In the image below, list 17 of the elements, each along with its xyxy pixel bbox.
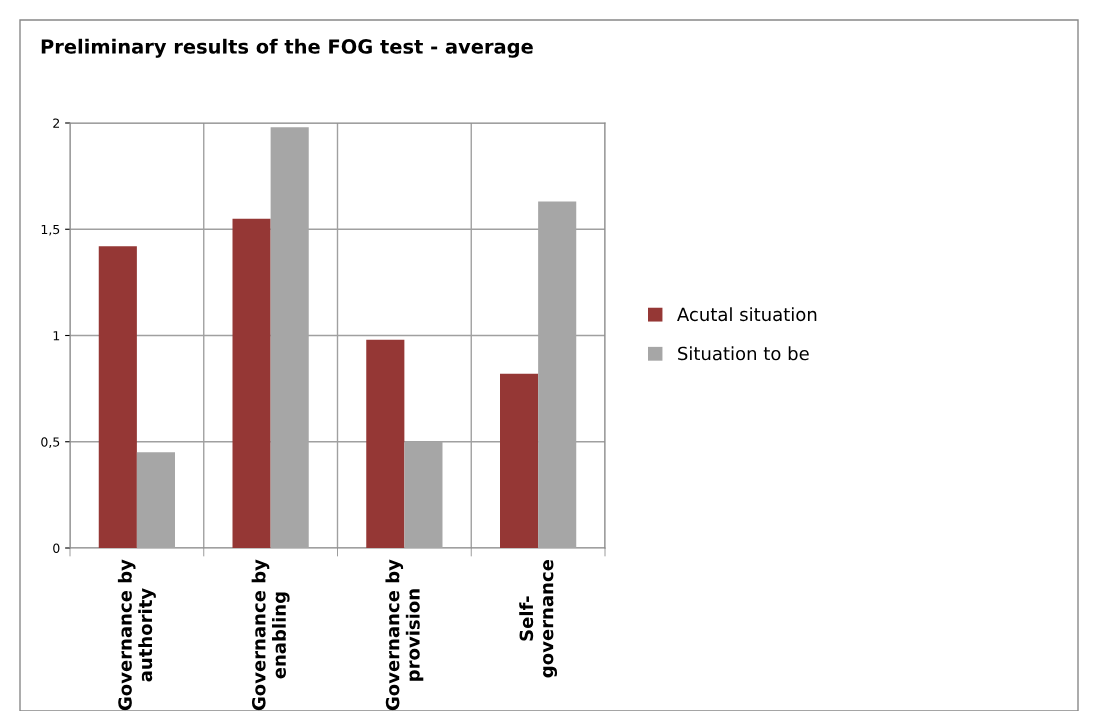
legend-label: Situation to be <box>678 346 809 361</box>
y-tick-label: 2 <box>53 118 60 128</box>
x-tick-label: Governance by authority <box>117 559 156 711</box>
bar <box>366 339 405 548</box>
bar <box>98 246 137 548</box>
x-tick-label: Governance by enabling <box>251 559 290 711</box>
y-tick-label: 1 <box>53 331 60 341</box>
bar <box>232 218 271 548</box>
bar <box>500 373 539 548</box>
y-tick-label: 0,5 <box>41 437 60 448</box>
x-tick-label: Governance by provision <box>385 559 424 711</box>
x-tick-label: Self- governance <box>519 559 558 678</box>
bar <box>136 452 175 548</box>
y-tick-label: 1,5 <box>41 224 60 236</box>
chart-title: Preliminary results of the FOG test - average <box>41 38 533 58</box>
y-tick-label: 0 <box>53 543 60 553</box>
legend-label: Acutal situation <box>677 307 817 322</box>
